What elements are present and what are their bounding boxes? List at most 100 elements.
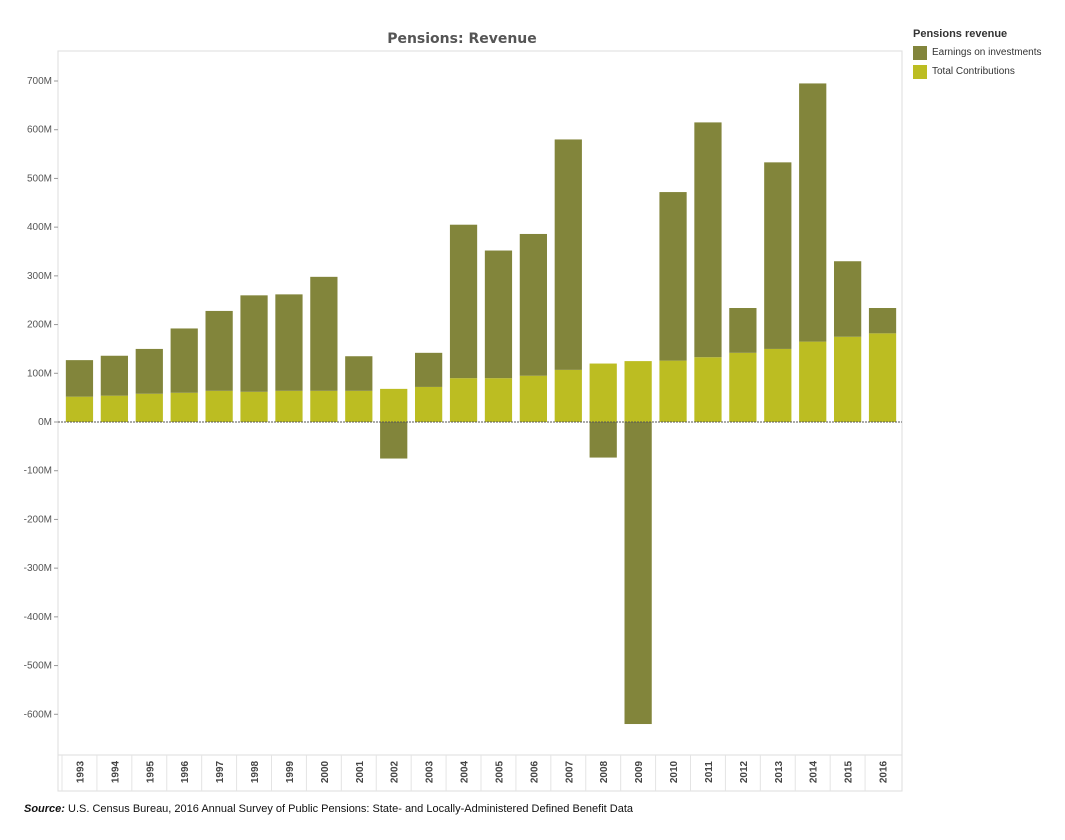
bar-earnings-2002[interactable]	[380, 422, 408, 459]
y-tick-label: 400M	[27, 222, 52, 233]
y-tick-label: -600M	[24, 709, 52, 720]
bar-earnings-1999[interactable]	[275, 294, 303, 391]
x-tick-label: 2003	[425, 760, 436, 783]
y-tick-label: 500M	[27, 173, 52, 184]
bar-contributions-2005[interactable]	[484, 378, 513, 422]
bar-earnings-1994[interactable]	[100, 355, 128, 396]
legend-label-earnings: Earnings on investments	[932, 47, 1042, 58]
legend-label-contributions: Total Contributions	[932, 66, 1015, 77]
bar-earnings-2006[interactable]	[519, 233, 547, 376]
bar-earnings-1997[interactable]	[205, 310, 233, 391]
bar-contributions-1998[interactable]	[240, 391, 268, 422]
chart-canvas: Pensions: Revenue -600M -500M -400M -300M -2…	[24, 31, 903, 792]
legend-item-contributions[interactable]: Total Contributions	[913, 62, 1042, 81]
legend-swatch-earnings	[913, 45, 927, 60]
x-tick-label: 1993	[75, 760, 86, 783]
bar-earnings-2015[interactable]	[834, 261, 862, 337]
legend-title: Pensions revenue	[913, 28, 1008, 40]
chart-title: Pensions: Revenue	[387, 31, 537, 47]
y-tick-label: -500M	[24, 661, 52, 672]
bar-contributions-2006[interactable]	[519, 375, 547, 422]
x-tick-label: 2009	[634, 760, 645, 783]
x-tick-label: 1998	[250, 760, 261, 783]
bar-earnings-2004[interactable]	[449, 224, 478, 379]
y-tick-label: 600M	[27, 125, 52, 136]
bar-contributions-2007[interactable]	[554, 369, 582, 422]
bar-contributions-2015[interactable]	[834, 336, 862, 422]
legend-item-earnings[interactable]: Earnings on investments	[913, 43, 1042, 62]
bar-earnings-2008[interactable]	[589, 422, 617, 458]
x-tick-label: 2008	[599, 760, 610, 783]
bar-earnings-2014[interactable]	[799, 83, 827, 342]
y-tick-label: 200M	[27, 320, 52, 331]
bar-contributions-2003[interactable]	[415, 386, 443, 422]
x-tick-label: 2007	[564, 760, 575, 783]
bar-contributions-1997[interactable]	[205, 390, 233, 422]
y-tick-label: -100M	[24, 466, 52, 477]
bar-contributions-1995[interactable]	[135, 393, 163, 422]
bar-earnings-2016[interactable]	[868, 308, 897, 334]
bar-earnings-2007[interactable]	[554, 139, 582, 370]
source-text: U.S. Census Bureau, 2016 Annual Survey o…	[64, 803, 634, 815]
y-axis: -600M -500M -400M -300M -200M -100M 0M 100M 200M…	[24, 76, 58, 720]
bar-contributions-2009[interactable]	[624, 361, 652, 422]
x-tick-label: 1996	[180, 760, 191, 783]
x-tick-label: 2005	[494, 760, 505, 783]
bar-earnings-2011[interactable]	[694, 122, 722, 358]
y-tick-label: 0M	[38, 417, 52, 428]
y-tick-label: 300M	[27, 271, 52, 282]
x-tick-label: 2016	[879, 760, 890, 783]
legend: Pensions revenue Earnings on investments…	[913, 28, 1042, 81]
bar-contributions-1996[interactable]	[170, 392, 198, 422]
x-axis: 1993 1994 1995 1996 1997 1998 1999 2000 2001 2002…	[61, 755, 890, 791]
bar-earnings-2001[interactable]	[345, 356, 373, 391]
source-note: Source: U.S. Census Bureau, 2016 Annual …	[24, 803, 633, 815]
x-tick-label: 1995	[145, 760, 156, 783]
bar-earnings-1995[interactable]	[135, 348, 163, 394]
x-tick-label: 2004	[460, 760, 471, 783]
bar-earnings-2003[interactable]	[415, 352, 443, 387]
y-tick-label: 100M	[27, 368, 52, 379]
bar-earnings-2013[interactable]	[764, 162, 792, 349]
bar-contributions-2014[interactable]	[799, 341, 827, 422]
bar-earnings-2005[interactable]	[484, 250, 513, 379]
bar-earnings-2012[interactable]	[729, 308, 757, 353]
bar-earnings-2010[interactable]	[659, 192, 687, 361]
bar-contributions-2010[interactable]	[659, 360, 687, 422]
bar-contributions-2012[interactable]	[729, 352, 757, 422]
y-tick-label: -300M	[24, 563, 52, 574]
bar-earnings-2009[interactable]	[624, 422, 652, 725]
y-tick-label: 700M	[27, 76, 52, 87]
bar-contributions-2004[interactable]	[449, 378, 478, 422]
bar-contributions-1993[interactable]	[65, 396, 94, 422]
bar-earnings-2000[interactable]	[310, 276, 338, 391]
bar-earnings-1996[interactable]	[170, 328, 198, 393]
x-tick-label: 2000	[320, 760, 331, 783]
x-tick-label: 2013	[774, 760, 785, 783]
bar-contributions-2011[interactable]	[694, 357, 722, 422]
source-label: Source:	[24, 803, 65, 815]
bar-earnings-1993[interactable]	[65, 360, 94, 397]
x-axis-band	[57, 754, 903, 792]
legend-swatch-contributions	[913, 64, 927, 79]
bar-contributions-2008[interactable]	[589, 363, 617, 422]
bar-contributions-2013[interactable]	[764, 348, 792, 422]
x-tick-label: 1997	[215, 760, 226, 783]
x-tick-label: 2010	[669, 760, 680, 783]
bar-contributions-2002[interactable]	[380, 388, 408, 422]
bar-contributions-2016[interactable]	[868, 333, 897, 422]
bar-contributions-2000[interactable]	[310, 390, 338, 422]
x-tick-label: 2011	[704, 761, 715, 783]
x-tick-label: 2012	[739, 760, 750, 783]
bar-contributions-1999[interactable]	[275, 390, 303, 422]
x-tick-label: 2015	[844, 760, 855, 783]
x-tick-label: 1999	[285, 760, 296, 783]
bar-contributions-1994[interactable]	[100, 395, 128, 422]
x-tick-label: 2006	[529, 760, 540, 783]
x-tick-label: 2002	[390, 760, 401, 783]
y-tick-label: -200M	[24, 514, 52, 525]
x-tick-label: 2014	[809, 760, 820, 783]
x-tick-label: 2001	[355, 760, 366, 783]
bar-contributions-2001[interactable]	[345, 390, 373, 422]
bar-earnings-1998[interactable]	[240, 295, 268, 392]
